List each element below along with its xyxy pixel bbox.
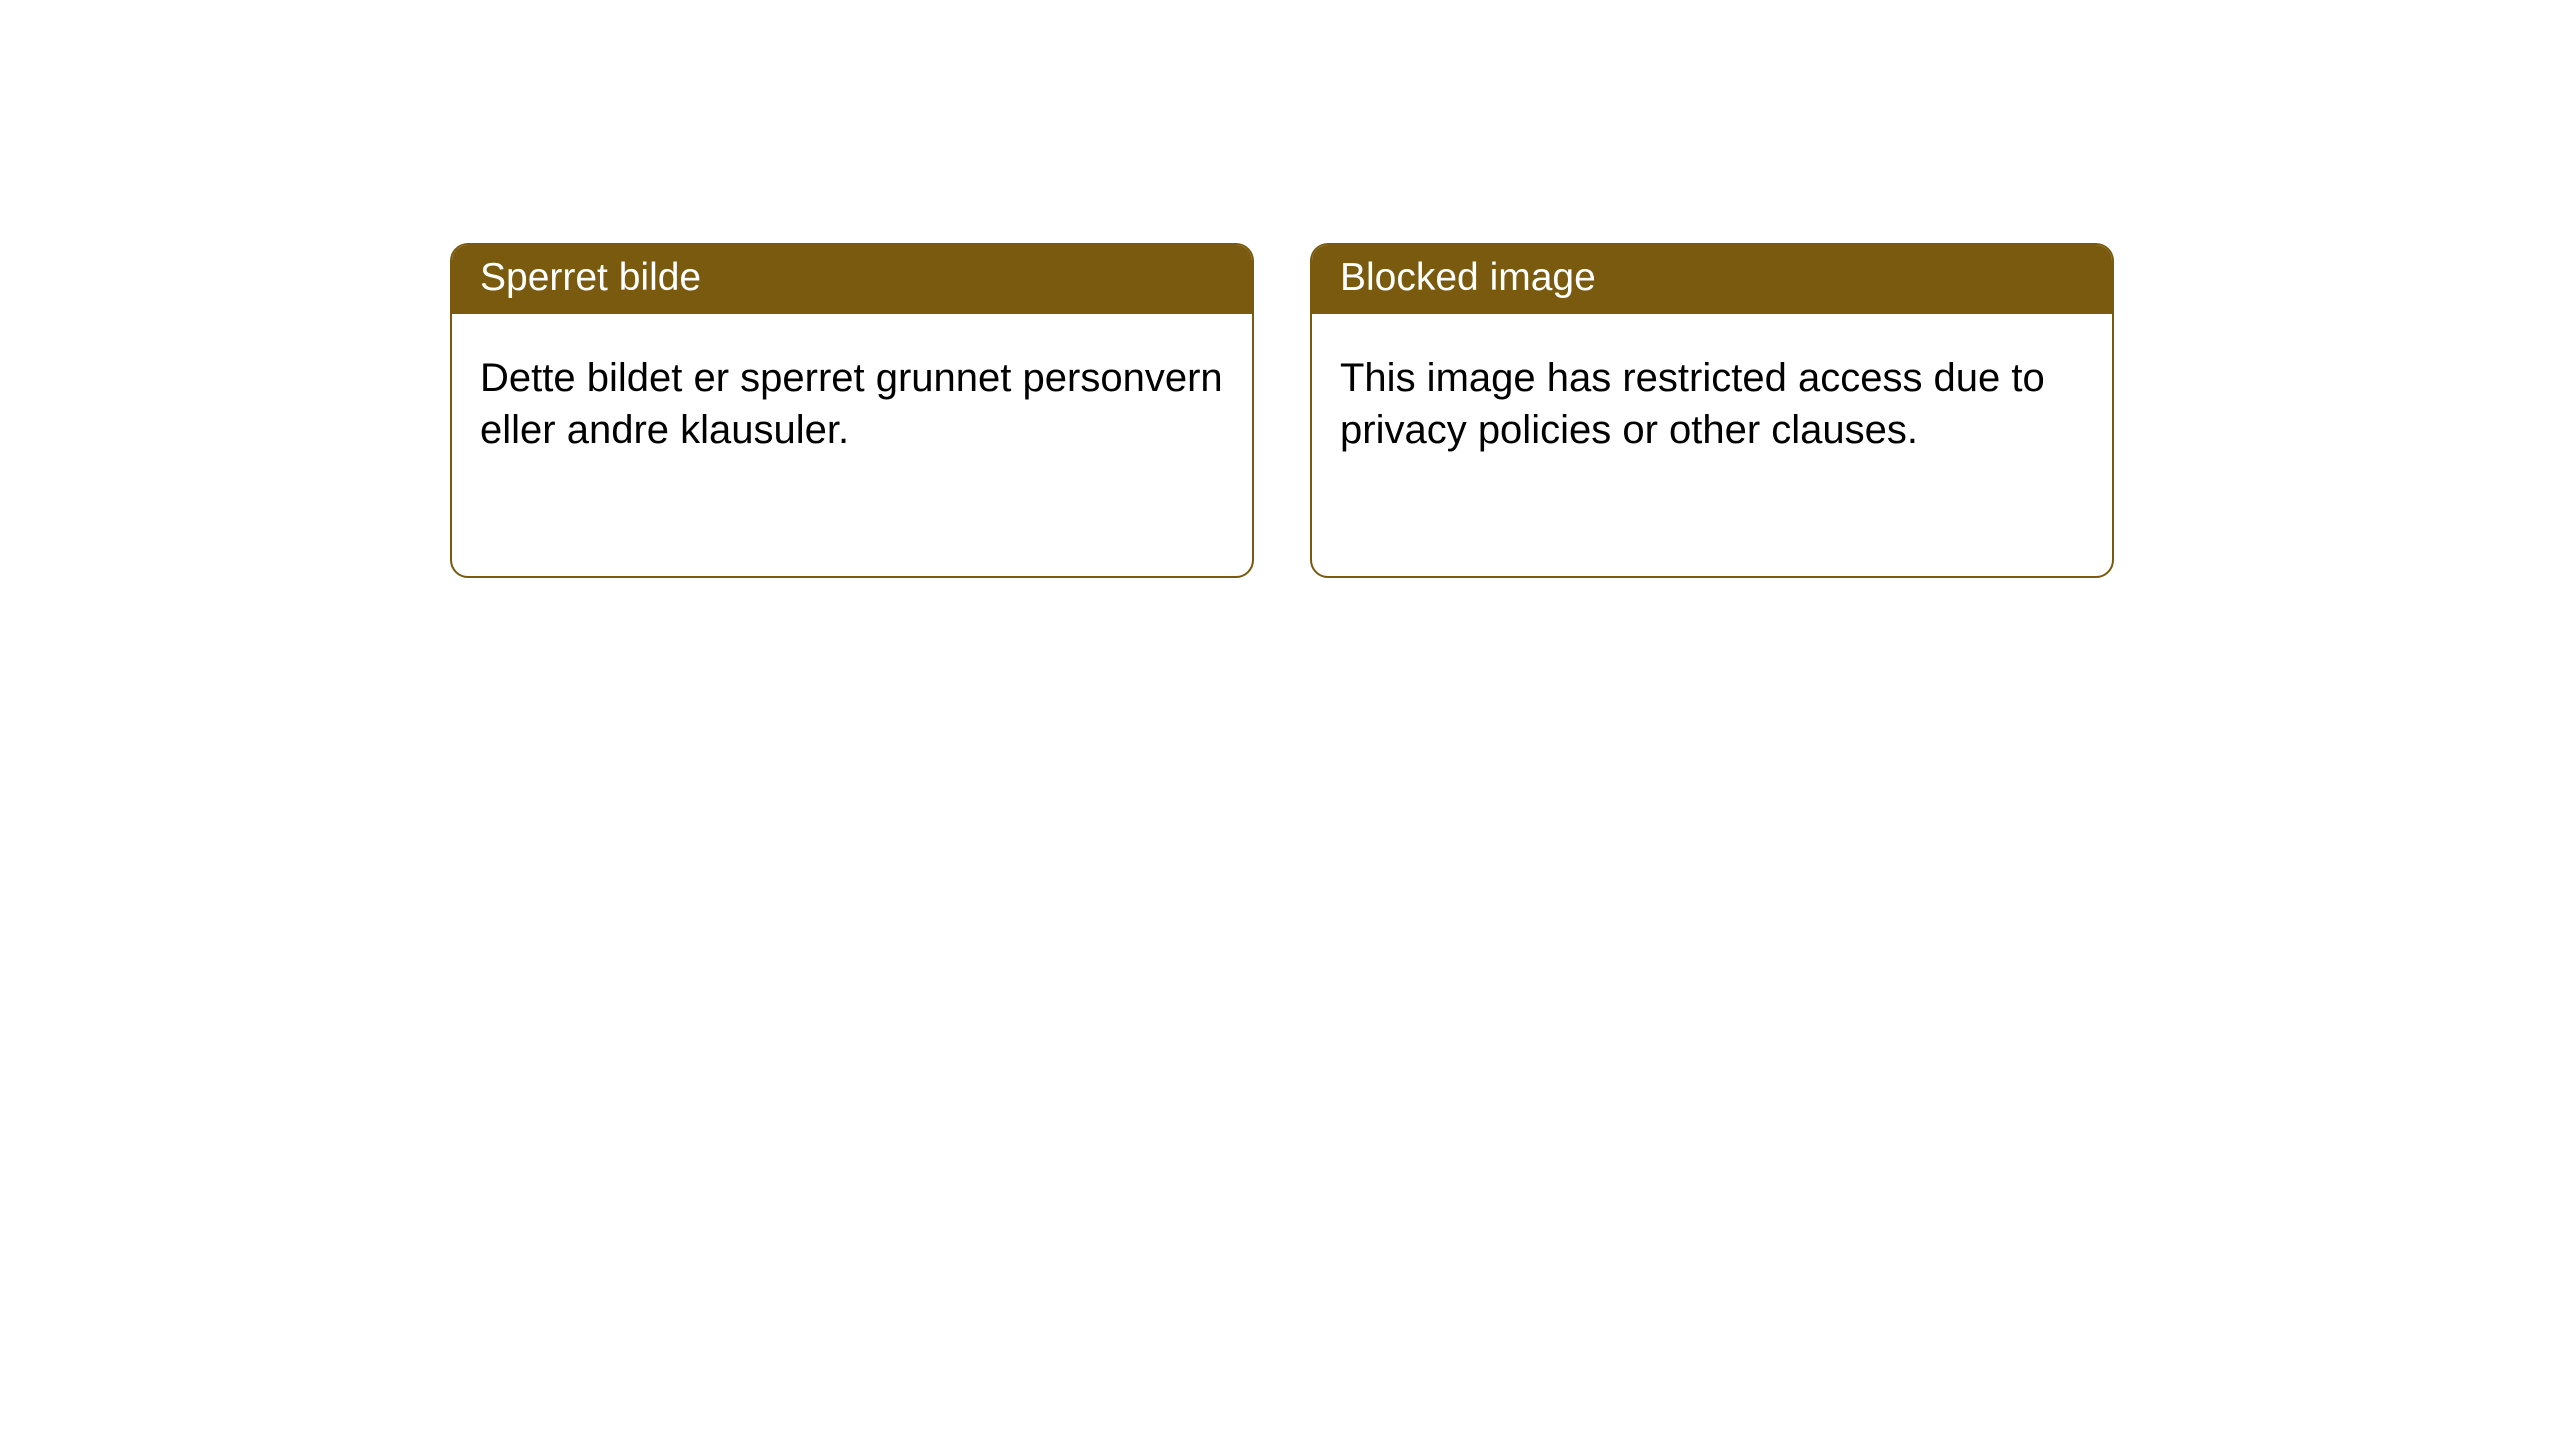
- notice-title-norwegian: Sperret bilde: [452, 245, 1252, 314]
- notice-body-english: This image has restricted access due to …: [1312, 314, 2112, 484]
- notice-body-norwegian: Dette bildet er sperret grunnet personve…: [452, 314, 1252, 484]
- notice-container: Sperret bilde Dette bildet er sperret gr…: [0, 0, 2560, 578]
- notice-title-english: Blocked image: [1312, 245, 2112, 314]
- notice-card-english: Blocked image This image has restricted …: [1310, 243, 2114, 578]
- notice-card-norwegian: Sperret bilde Dette bildet er sperret gr…: [450, 243, 1254, 578]
